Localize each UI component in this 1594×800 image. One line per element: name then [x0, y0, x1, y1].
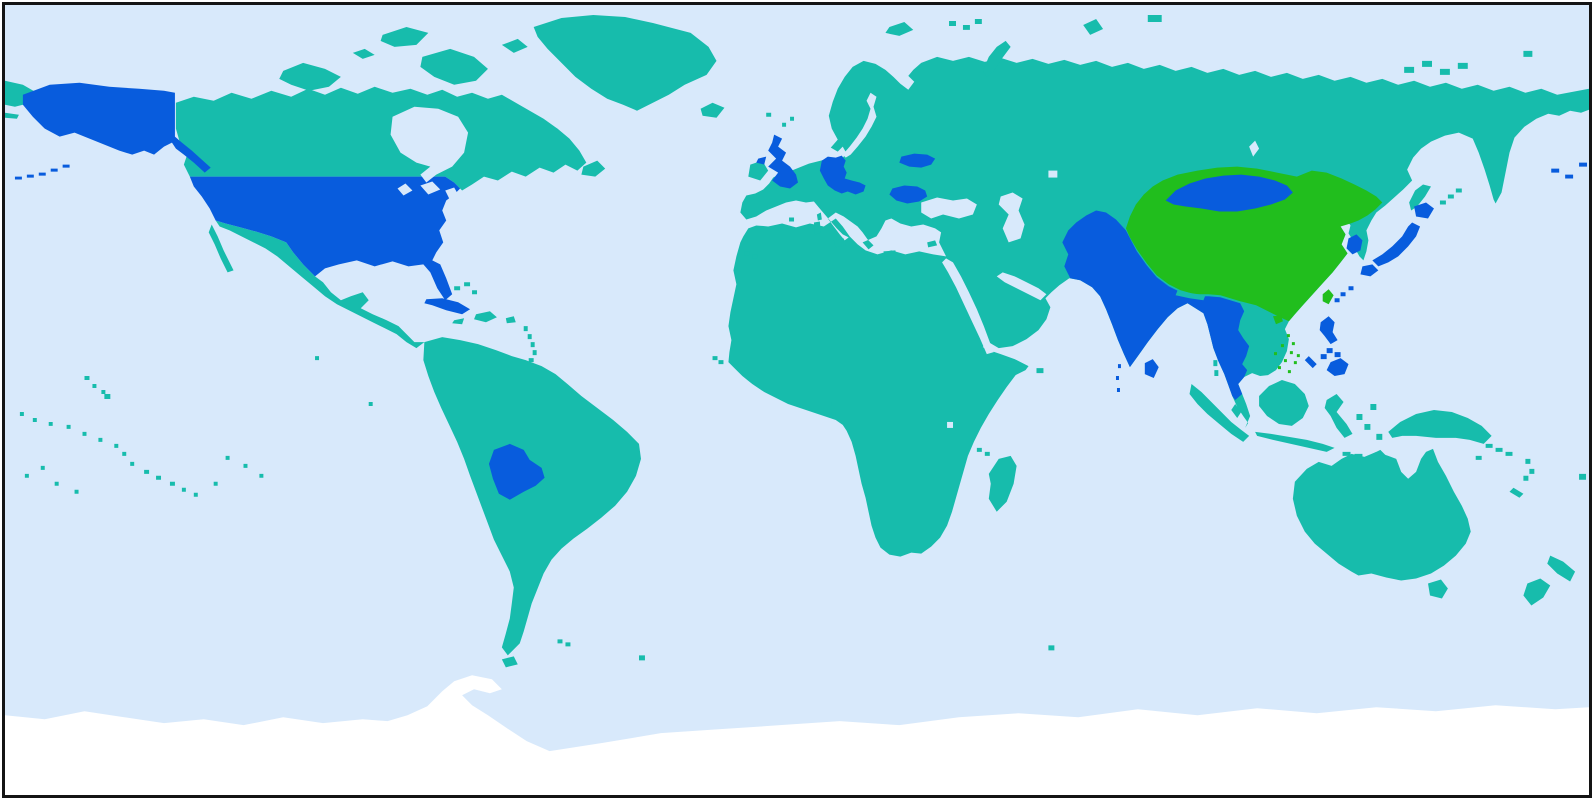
red-sea — [942, 258, 994, 355]
great-lakes — [397, 181, 459, 199]
caspian-sea — [998, 192, 1025, 243]
madagascar — [988, 455, 1017, 512]
lake-victoria — [947, 421, 954, 428]
south-america — [423, 337, 641, 656]
southeast-asian-islands — [1189, 380, 1492, 462]
lake-baikal — [1249, 140, 1260, 157]
sri-lanka — [1144, 359, 1159, 379]
hainan — [1272, 315, 1283, 325]
pakistan-india-bangladesh-myanmar-thailand — [1062, 210, 1250, 400]
australia — [1292, 448, 1471, 581]
baja-california — [208, 224, 234, 273]
nepal — [1175, 290, 1206, 301]
aral-sea — [1048, 170, 1058, 178]
north-atlantic-islands — [766, 112, 795, 127]
persian-gulf — [996, 272, 1047, 301]
greenland — [533, 14, 717, 111]
new-zealand — [1523, 555, 1576, 606]
south-korea — [1346, 234, 1363, 255]
mexico-central-america — [215, 220, 425, 349]
tasmania — [1428, 579, 1448, 599]
united-states — [189, 176, 461, 301]
japan — [1334, 202, 1434, 303]
hudson-bay — [390, 106, 469, 183]
alaska — [22, 82, 211, 173]
tierra-del-fuego-falklands — [501, 639, 571, 668]
arctic-russian-islands — [885, 14, 1533, 77]
united-kingdom — [756, 134, 798, 189]
sakhalin-kurils — [1409, 184, 1462, 211]
belarus — [899, 153, 936, 168]
black-sea — [921, 197, 977, 219]
iceland — [700, 102, 725, 118]
chukotka-wrap-left-edge — [5, 80, 37, 119]
germany-austria-hungary — [819, 155, 866, 195]
cuba — [424, 298, 471, 315]
melanesia-islands — [1475, 443, 1587, 498]
south-china-sea-islands — [1273, 334, 1300, 374]
mongolia — [1165, 174, 1293, 212]
romania — [889, 185, 928, 204]
bolivia — [488, 443, 545, 500]
canada — [175, 86, 587, 191]
world-map — [5, 5, 1589, 795]
pacific-islands — [19, 356, 373, 497]
antarctica — [5, 675, 1589, 795]
taiwan — [1322, 289, 1334, 305]
canadian-arctic-islands — [279, 26, 606, 177]
ireland — [748, 160, 769, 181]
baltic-sea — [842, 92, 877, 158]
philippines — [1304, 316, 1349, 377]
maldives — [1115, 364, 1121, 393]
